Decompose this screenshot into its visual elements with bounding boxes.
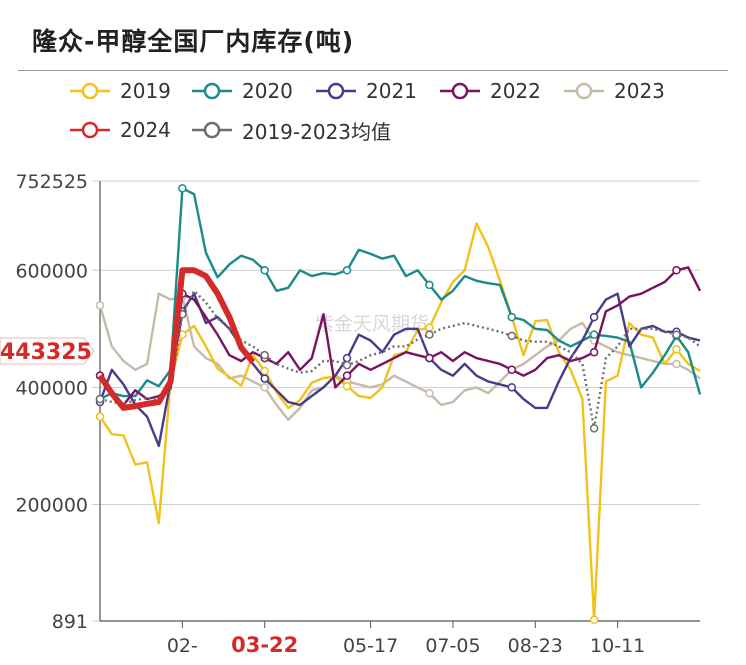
data-point — [425, 323, 434, 332]
legend-item-2020[interactable]: 2020 — [190, 76, 293, 106]
legend-marker-2023-icon — [564, 82, 604, 100]
data-point — [342, 360, 352, 370]
legend-marker-2020-icon — [192, 82, 232, 100]
y-axis-ticks: 752525 600000 400000 200000 891 — [15, 171, 88, 633]
series-line-avg — [99, 289, 701, 430]
legend-item-avg[interactable]: 2019-2023均值 — [190, 115, 391, 145]
data-point — [425, 388, 434, 398]
y-tick-label: 400000 — [15, 377, 88, 399]
legend-label-2020: 2020 — [242, 79, 293, 103]
data-point — [589, 347, 599, 357]
data-point — [672, 345, 681, 354]
data-point — [507, 331, 517, 341]
title-divider — [18, 70, 728, 71]
x-tick-label: 05-17 — [343, 635, 398, 657]
legend-label-2024: 2024 — [120, 118, 171, 142]
legend-marker-avg-icon — [192, 121, 232, 139]
data-point — [260, 383, 269, 392]
series-line-2020 — [99, 187, 702, 401]
legend-label-2023: 2023 — [614, 79, 665, 103]
data-point — [425, 353, 434, 363]
data-point — [260, 374, 269, 383]
legend-marker-2021-icon — [316, 82, 356, 100]
y-tick-label: 752525 — [15, 171, 88, 193]
data-point — [95, 394, 105, 404]
current-value-callout: 443325 — [0, 337, 95, 365]
legend-item-2021[interactable]: 2021 — [314, 76, 417, 106]
x-tick-label: 10-11 — [590, 635, 645, 657]
legend-item-2019[interactable]: 2019 — [68, 76, 171, 106]
data-point — [260, 266, 269, 275]
data-point — [425, 330, 434, 339]
y-tick-label: 891 — [52, 611, 88, 633]
data-point — [342, 381, 352, 391]
series-line-2023 — [98, 292, 701, 421]
data-point — [342, 371, 352, 380]
legend-marker-2022-icon — [440, 82, 480, 100]
data-point — [260, 366, 269, 376]
series-lines — [95, 184, 702, 625]
legend-item-2024[interactable]: 2024 — [68, 115, 171, 145]
legend-item-2023[interactable]: 2023 — [562, 76, 665, 106]
data-point — [178, 184, 187, 193]
data-point — [342, 353, 352, 363]
data-point — [95, 412, 105, 421]
chart-title: 隆众-甲醇全国厂内库存(吨) — [32, 27, 355, 56]
x-axis-ticks: 02- 03-22 05-17 07-05 08-23 10-11 — [167, 621, 645, 657]
series-line-2019 — [99, 222, 701, 621]
legend-marker-2019-icon — [70, 82, 110, 100]
data-point — [672, 266, 681, 275]
y-tick-label: 600000 — [15, 260, 88, 282]
series-line-2024 — [97, 267, 256, 411]
data-point — [589, 312, 599, 322]
data-point — [507, 383, 517, 392]
data-point — [672, 359, 681, 369]
x-tick-label: 03-22 — [231, 633, 298, 657]
x-tick-label: 08-23 — [508, 635, 563, 657]
legend-label-2021: 2021 — [366, 79, 417, 103]
data-point — [260, 350, 269, 360]
watermark: 紫金天风期货 — [315, 313, 429, 335]
legend-label-avg: 2019-2023均值 — [242, 119, 392, 144]
legend-item-2022[interactable]: 2022 — [438, 76, 541, 106]
chart-legend: 2019 2020 2021 2022 2023 2024 2019-2023均… — [0, 74, 746, 154]
x-tick-label: 02- — [167, 635, 198, 657]
series-line-2022 — [99, 266, 702, 407]
data-point — [342, 266, 352, 275]
x-tick-label: 07-05 — [425, 635, 480, 657]
legend-marker-2024-icon — [70, 121, 110, 139]
legend-label-2022: 2022 — [490, 79, 541, 103]
data-point — [589, 615, 599, 625]
legend-label-2019: 2019 — [120, 79, 171, 103]
grid-lines — [92, 180, 700, 622]
data-point — [589, 424, 599, 433]
current-value-label: 443325 — [0, 340, 92, 365]
data-point — [507, 312, 517, 322]
data-point — [507, 365, 517, 375]
y-tick-label: 200000 — [15, 494, 88, 516]
data-point — [672, 330, 681, 339]
data-point — [425, 280, 434, 290]
data-point — [589, 330, 599, 339]
data-point — [95, 301, 105, 310]
